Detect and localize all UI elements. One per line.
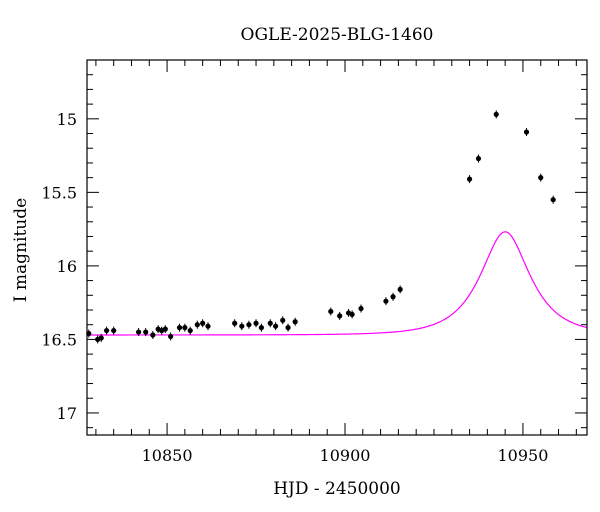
y-tick-label: 15.5 [41,183,77,202]
model-curve [87,231,588,336]
x-axis-label: HJD - 2450000 [273,479,401,499]
data-point-marker [168,333,174,340]
data-point-marker [194,322,200,328]
data-point-marker [273,323,279,329]
data-point [273,322,279,331]
data-point-marker [466,176,473,182]
data-point [200,319,206,328]
data-points-layer [86,110,556,344]
y-tick-label: 17 [57,404,77,423]
data-point-marker [239,323,245,329]
chart-title: OGLE-2025-BLG-1460 [241,25,434,45]
data-point-marker [150,332,156,338]
data-point [162,325,168,334]
data-point [253,319,259,328]
model-curve-layer [87,231,588,336]
data-point [267,319,273,328]
data-point [182,323,188,332]
data-point-marker [358,305,364,312]
y-tick-label: 16 [57,257,77,276]
data-point-marker [267,320,273,326]
data-point-marker [523,129,530,135]
data-point [194,320,200,329]
data-point [103,326,110,335]
data-point-marker [246,322,252,328]
data-point-marker [182,325,188,331]
x-tick-label: 10900 [320,446,371,465]
data-point [538,173,544,182]
data-point-marker [162,326,168,332]
data-point-marker [103,327,110,334]
y-tick-label: 16.5 [41,330,77,349]
data-point [258,323,264,332]
data-point-marker [475,155,482,162]
data-point [337,311,343,320]
data-point [205,322,211,331]
x-tick-label: 10950 [497,446,548,465]
data-point [328,307,334,316]
data-point [475,154,482,163]
data-point [285,323,291,332]
data-point-marker [280,317,286,323]
data-point-marker [285,325,291,331]
data-point [143,328,149,337]
y-tick-label: 15 [57,110,77,129]
data-point-marker [136,329,142,335]
data-point [239,322,245,331]
data-point [523,128,530,137]
data-point-marker [493,111,499,118]
data-point-marker [200,320,206,326]
data-point-marker [143,329,149,335]
data-point-marker [550,197,556,203]
data-point [292,317,298,326]
plot-frame [86,59,588,436]
data-point [150,331,156,339]
axis-ticks [87,59,587,435]
data-point [176,323,183,332]
data-point [466,175,473,184]
data-point [98,333,104,342]
data-point [383,297,389,306]
y-axis-label: I magnitude [11,198,31,302]
data-point-marker [232,320,238,326]
data-point-marker [390,294,396,300]
data-point-marker [383,298,389,304]
data-point-marker [328,308,334,315]
data-point [168,332,174,341]
data-point-marker [98,335,104,341]
data-point-marker [292,319,298,325]
x-tick-label: 10850 [142,446,193,465]
data-point [136,328,142,337]
data-point [349,310,355,319]
data-point-marker [337,313,343,319]
data-point-marker [349,311,355,318]
data-point [358,304,364,313]
data-point [390,292,396,301]
data-point [550,195,556,204]
data-point [280,316,286,325]
data-point-marker [187,327,193,334]
data-point-marker [111,327,117,334]
data-point [111,326,117,335]
data-point [187,326,193,335]
data-point-marker [258,325,264,331]
data-point-marker [205,323,211,329]
data-point-marker [397,286,403,293]
data-point-marker [253,320,259,326]
data-point [232,319,238,328]
data-point-marker [176,325,183,331]
data-point-marker [538,175,544,181]
data-point [397,285,403,294]
data-point [493,110,499,119]
data-point [246,320,252,329]
tick-labels: 10850 10900 10950 15 15.5 16 16.5 17 [41,110,548,465]
